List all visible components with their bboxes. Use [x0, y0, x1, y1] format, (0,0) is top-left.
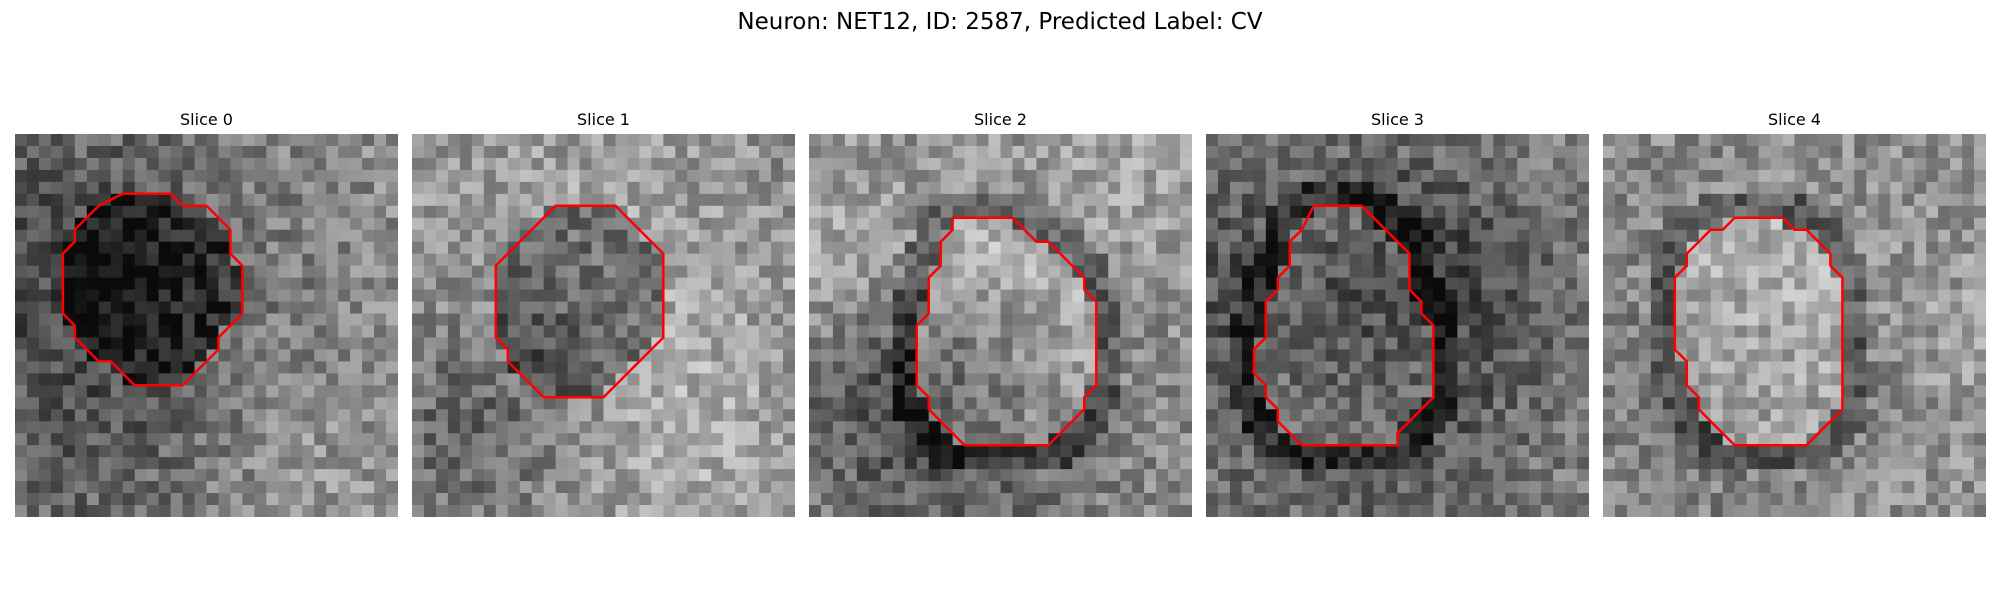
pixel-grid: [1603, 134, 1986, 517]
roi-contour: [494, 204, 665, 399]
pixel-grid: [15, 134, 398, 517]
pixel-grid: [1206, 134, 1589, 517]
slice-panel-4: Slice 4: [1603, 108, 1986, 517]
pixel-grid: [412, 134, 795, 517]
slice-title: Slice 3: [1371, 110, 1424, 129]
pixel-grid: [809, 134, 1192, 517]
figure-title: Neuron: NET12, ID: 2587, Predicted Label…: [737, 9, 1263, 35]
slice-image: [809, 134, 1192, 517]
slice-image: [1603, 134, 1986, 517]
roi-contour: [1673, 216, 1844, 447]
roi-contour: [915, 216, 1098, 447]
slice-image: [1206, 134, 1589, 517]
slice-image: [15, 134, 398, 517]
roi-contour: [1252, 204, 1435, 447]
slice-image: [412, 134, 795, 517]
slice-title: Slice 0: [180, 110, 233, 129]
slice-panel-0: Slice 0: [15, 108, 398, 517]
slice-panel-1: Slice 1: [412, 108, 795, 517]
roi-contour: [61, 192, 244, 387]
slice-title: Slice 1: [577, 110, 630, 129]
slice-title: Slice 4: [1768, 110, 1821, 129]
slice-panel-3: Slice 3: [1206, 108, 1589, 517]
slice-title: Slice 2: [974, 110, 1027, 129]
slice-panel-2: Slice 2: [809, 108, 1192, 517]
